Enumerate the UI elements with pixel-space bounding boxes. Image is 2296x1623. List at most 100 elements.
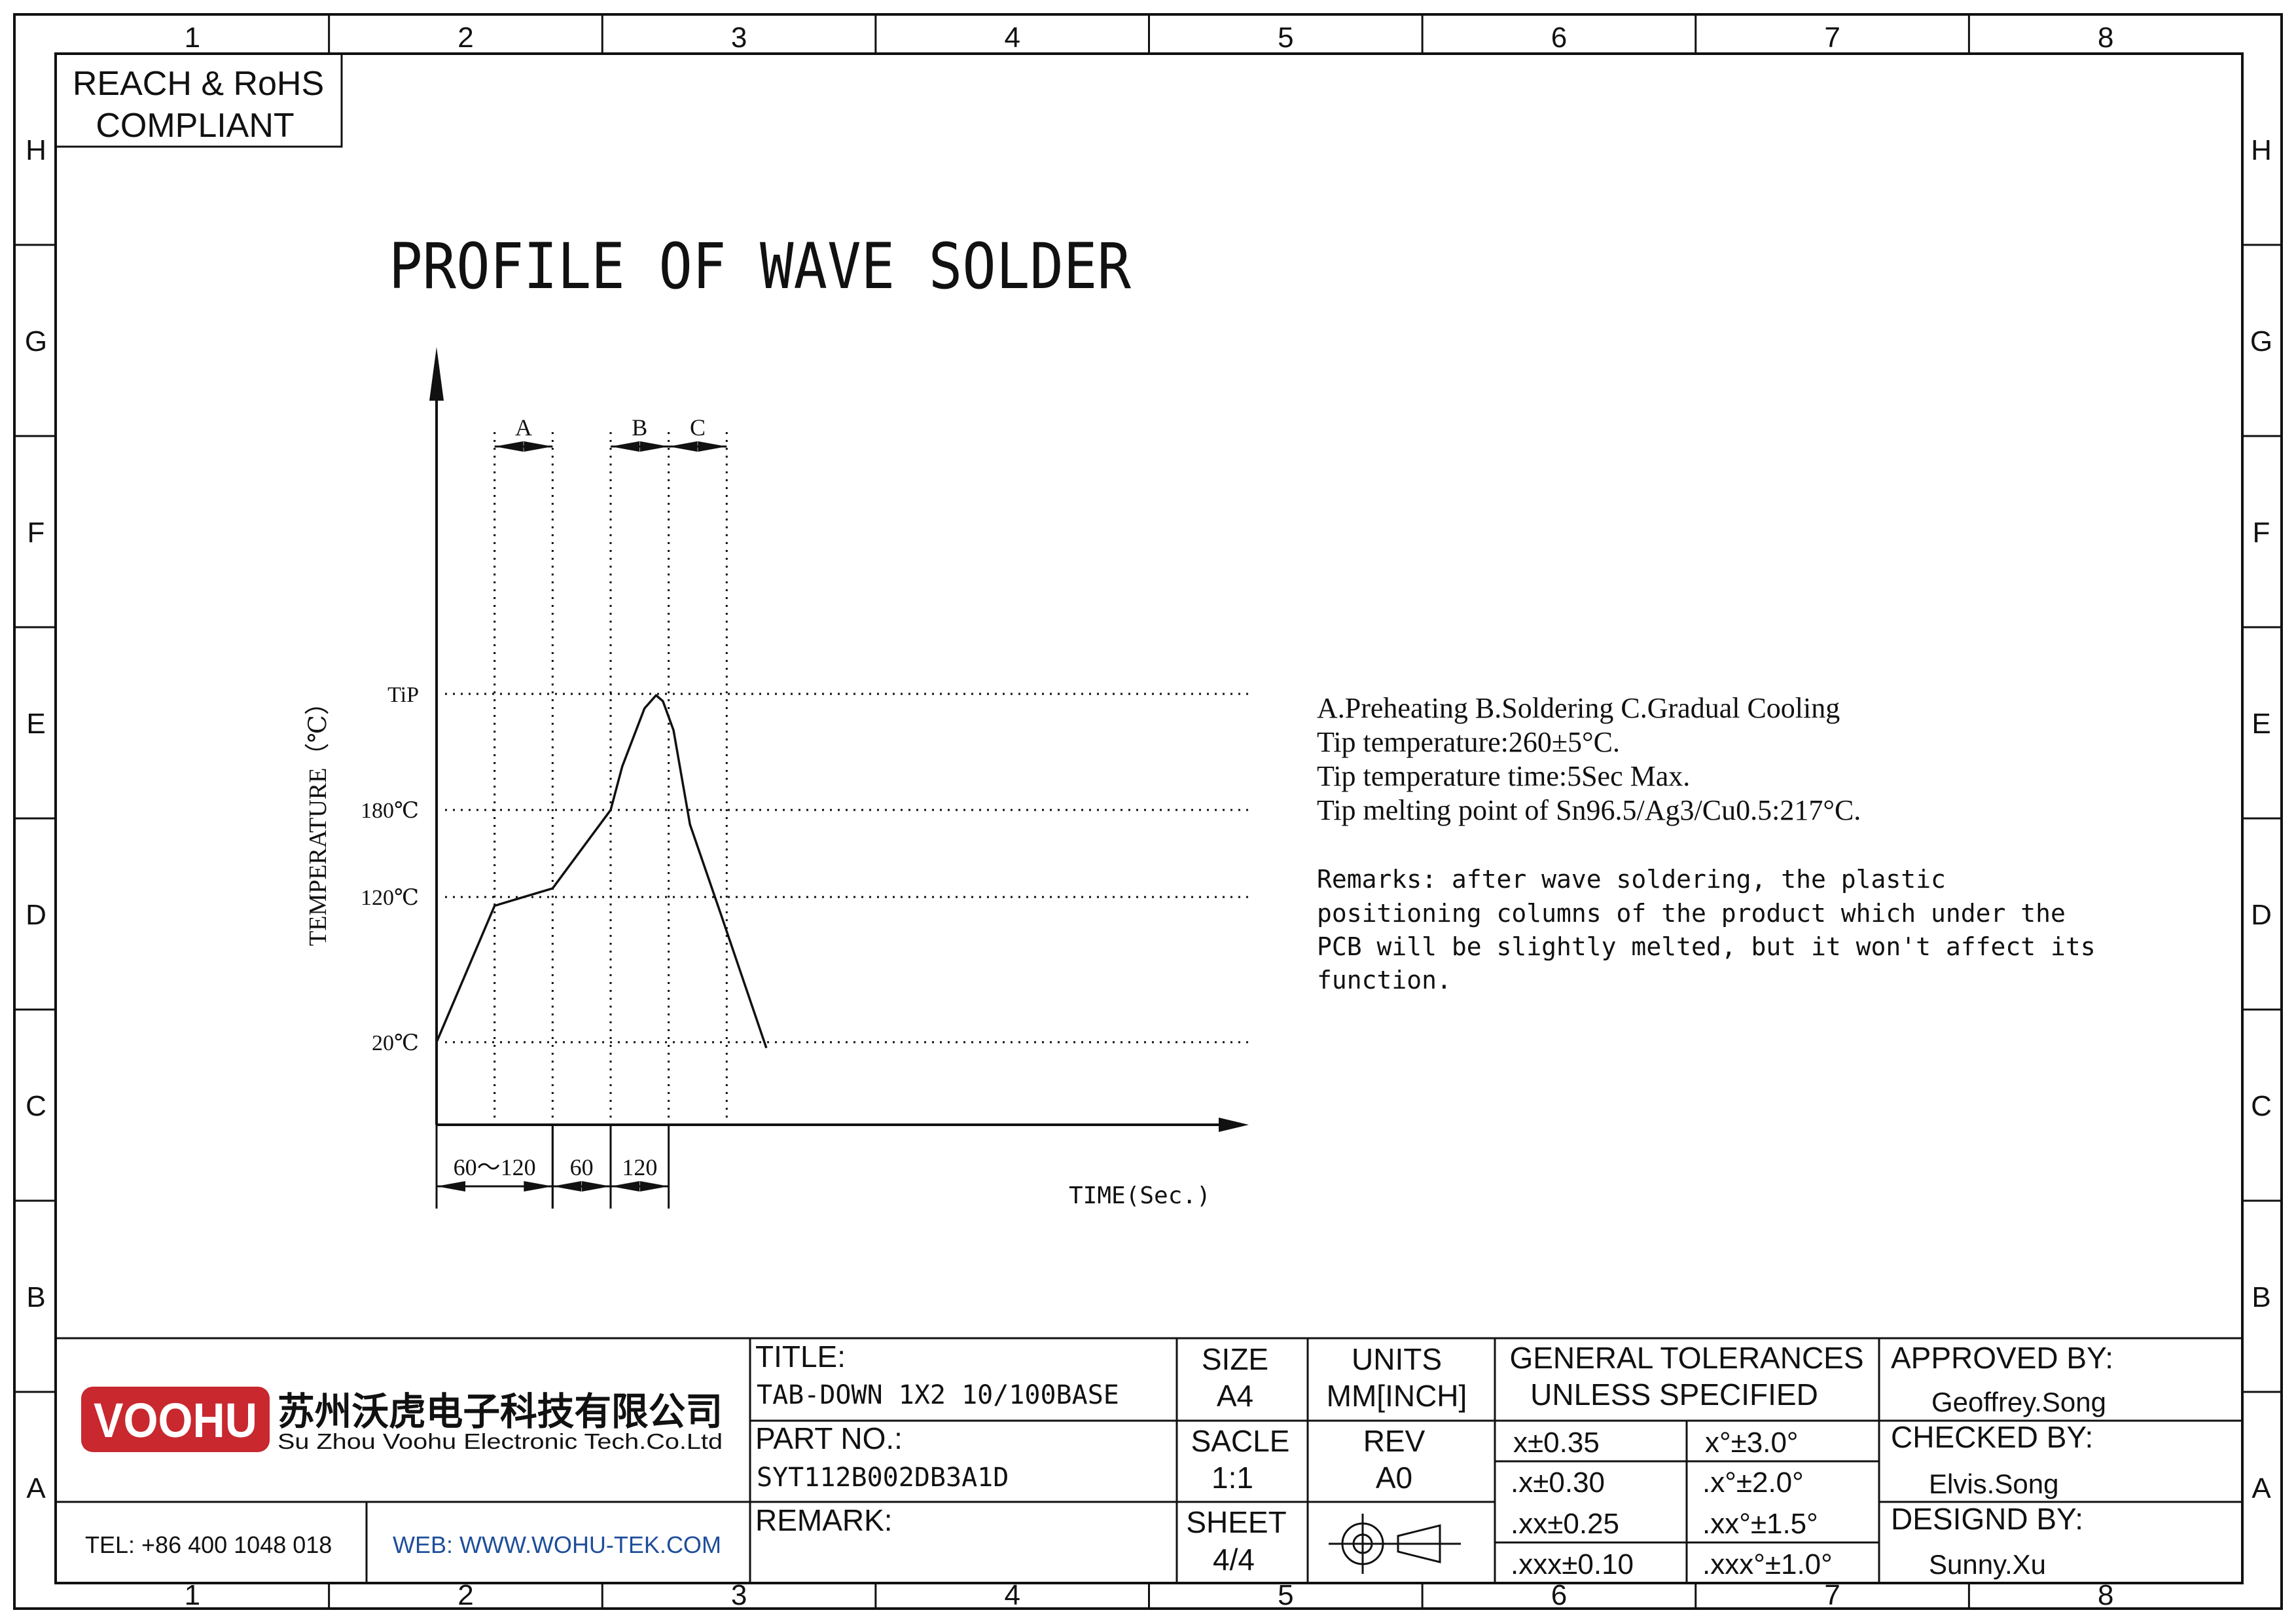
notes-line-4: Tip melting point of Sn96.5/Ag3/Cu0.5:21… xyxy=(1317,794,1861,826)
zone-row-label: F xyxy=(27,517,45,549)
time-dimension-arrow xyxy=(437,1181,465,1192)
company-logo xyxy=(81,1387,270,1452)
y-axis-arrow xyxy=(429,347,444,401)
y-tick-label: 180℃ xyxy=(361,799,419,823)
zone-row-label: C xyxy=(26,1090,46,1122)
remark-label: REMARK: xyxy=(755,1503,893,1537)
time-dimension-arrow xyxy=(639,1181,669,1192)
zone-column-label: 6 xyxy=(1551,1579,1567,1611)
y-axis-label: TEMPERATURE（℃） xyxy=(304,690,332,946)
time-dimensions: 60～120 60 120 xyxy=(435,1125,670,1209)
time-dimension-arrow xyxy=(524,1181,553,1192)
zone-column-label: 5 xyxy=(1278,22,1293,54)
rev-value: A0 xyxy=(1376,1461,1412,1495)
temperature-curve xyxy=(435,694,768,1049)
zone-column-label: 4 xyxy=(1004,1579,1020,1611)
phase-dimension-arrow xyxy=(698,441,727,452)
zone-labels: 1 1 2 2 3 3 4 4 5 5 6 6 7 7 8 8 H H G G F F E E D D C C B B A A xyxy=(25,22,2272,1611)
compliance-line1: REACH & RoHS xyxy=(73,65,324,103)
rev-label: REV xyxy=(1363,1424,1426,1458)
tolerance-angular-4: .xxx°±1.0° xyxy=(1702,1548,1833,1580)
notes: A.Preheating B.Soldering C.Gradual Cooli… xyxy=(1317,692,2096,994)
logo-text: VOOHU xyxy=(94,1393,257,1448)
zone-column-label: 3 xyxy=(731,1579,747,1611)
time-dimension-label: 120 xyxy=(622,1154,657,1180)
x-axis-label: TIME(Sec.) xyxy=(1069,1182,1211,1209)
checked-value: Elvis.Song xyxy=(1929,1468,2058,1499)
zone-column-label: 8 xyxy=(2098,22,2113,54)
zone-column-label: 1 xyxy=(185,22,200,54)
y-tick-label: 120℃ xyxy=(361,886,419,910)
tolerance-linear-1: x±0.35 xyxy=(1513,1427,1600,1459)
zone-row-label: G xyxy=(25,325,47,357)
company-name-cn: 苏州沃虎电子科技有限公司 xyxy=(278,1391,723,1433)
phase-dimension-arrow xyxy=(639,441,669,452)
units-label: UNITS xyxy=(1352,1342,1442,1376)
phase-dimensions: A B C xyxy=(494,414,727,452)
zone-ticks xyxy=(14,14,2282,1609)
size-value: A4 xyxy=(1217,1379,1253,1413)
phase-dimension-arrow xyxy=(668,441,698,452)
time-dimension-label: 60 xyxy=(570,1154,594,1180)
zone-column-label: 2 xyxy=(457,1579,473,1611)
notes-line-1: A.Preheating B.Soldering C.Gradual Cooli… xyxy=(1317,692,1840,724)
sheet-label: SHEET xyxy=(1186,1505,1286,1539)
tolerance-heading-2: UNLESS SPECIFIED xyxy=(1530,1377,1818,1412)
page-title: PROFILE OF WAVE SOLDER xyxy=(389,230,1131,303)
title-label: TITLE: xyxy=(755,1340,846,1374)
zone-row-label: G xyxy=(2250,325,2272,357)
zone-column-label: 6 xyxy=(1551,22,1567,54)
tel: TEL: +86 400 1048 018 xyxy=(85,1531,332,1558)
zone-row-label: B xyxy=(2251,1281,2270,1313)
wave-solder-chart: 20℃ 120℃ 180℃ TiP A B C 60～120 60 120 TIME(Sec.… xyxy=(304,347,1250,1209)
zone-row-label: E xyxy=(2251,708,2270,740)
time-dimension-arrow xyxy=(552,1181,582,1192)
phase-dimension-arrow xyxy=(494,441,524,452)
part-no-label: PART NO.: xyxy=(755,1421,903,1455)
zone-row-label: H xyxy=(2251,134,2272,166)
zone-row-label: E xyxy=(26,708,45,740)
time-dimension-arrow xyxy=(581,1181,611,1192)
x-axis-arrow xyxy=(1219,1118,1249,1132)
notes-line-3: Tip temperature time:5Sec Max. xyxy=(1317,760,1690,792)
zone-row-label: A xyxy=(2251,1472,2271,1504)
phase-dimension-label: B xyxy=(632,414,647,441)
scale-label: SACLE xyxy=(1191,1424,1290,1458)
title-block xyxy=(56,1337,2242,1583)
tolerance-linear-4: .xxx±0.10 xyxy=(1511,1548,1634,1580)
phase-dimension-label: A xyxy=(515,414,532,441)
tolerance-heading-1: GENERAL TOLERANCES xyxy=(1509,1341,1863,1375)
compliance-line2: COMPLIANT xyxy=(96,107,294,145)
tolerance-angular-3: .xx°±1.5° xyxy=(1702,1508,1818,1540)
y-tick-label: 20℃ xyxy=(372,1031,419,1055)
tolerance-angular-1: x°±3.0° xyxy=(1705,1427,1799,1459)
zone-column-label: 5 xyxy=(1278,1579,1293,1611)
web-link[interactable]: WEB: WWW.WOHU-TEK.COM xyxy=(393,1531,721,1558)
phase-dimension-arrow xyxy=(610,441,639,452)
time-dimension-arrow xyxy=(610,1181,639,1192)
scale-value: 1:1 xyxy=(1211,1461,1253,1495)
approved-value: Geoffrey.Song xyxy=(1931,1387,2106,1417)
remarks-line-3: PCB will be slightly melted, but it won'… xyxy=(1317,932,2096,961)
zone-row-label: C xyxy=(2251,1090,2272,1122)
designed-value: Sunny.Xu xyxy=(1929,1549,2046,1580)
phase-dimension-arrow xyxy=(524,441,553,452)
zone-row-label: A xyxy=(26,1472,46,1504)
zone-row-label: D xyxy=(2251,899,2272,931)
zone-column-label: 1 xyxy=(185,1579,200,1611)
remarks-line-2: positioning columns of the product which… xyxy=(1317,899,2066,928)
compliance-box xyxy=(54,52,343,148)
zone-column-label: 4 xyxy=(1004,22,1020,54)
checked-label: CHECKED BY: xyxy=(1891,1420,2093,1454)
approved-label: APPROVED BY: xyxy=(1891,1341,2113,1375)
zone-column-label: 8 xyxy=(2098,1579,2113,1611)
title-value: TAB-DOWN 1X2 10/100BASE xyxy=(757,1380,1119,1410)
tolerance-angular-2: .x°±2.0° xyxy=(1702,1467,1804,1499)
time-dimension-label: 60～120 xyxy=(454,1154,536,1180)
remarks-line-4: function. xyxy=(1317,966,1452,994)
part-no-value: SYT112B002DB3A1D xyxy=(757,1463,1009,1493)
zone-column-label: 7 xyxy=(1824,22,1840,54)
projection-symbol-icon xyxy=(1329,1514,1461,1574)
zone-row-label: D xyxy=(26,899,46,931)
